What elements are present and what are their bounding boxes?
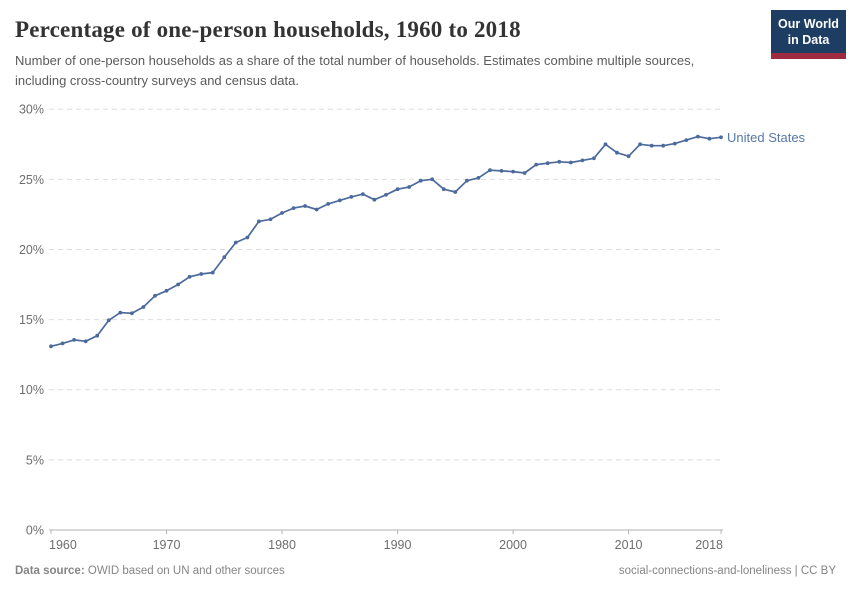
data-point-marker bbox=[130, 311, 134, 316]
entity-label[interactable]: United States bbox=[727, 130, 806, 145]
data-point-marker bbox=[661, 143, 666, 148]
data-point-marker bbox=[199, 272, 204, 276]
data-point-marker bbox=[141, 305, 146, 309]
data-point-marker bbox=[707, 136, 712, 141]
data-point-marker bbox=[83, 339, 88, 344]
x-axis-tick-label: 1990 bbox=[384, 538, 412, 552]
y-axis-tick-label: 5% bbox=[26, 453, 44, 467]
y-axis-tick-label: 15% bbox=[19, 313, 44, 327]
data-point-marker bbox=[395, 187, 400, 192]
y-axis-tick-label: 10% bbox=[19, 383, 44, 397]
data-point-marker bbox=[603, 142, 608, 147]
y-axis-tick-label: 20% bbox=[19, 243, 44, 257]
owid-logo-line1: Our World bbox=[778, 17, 839, 31]
data-point-marker bbox=[488, 168, 492, 173]
y-axis-tick-label: 30% bbox=[19, 103, 44, 117]
data-point-marker bbox=[534, 162, 539, 167]
data-point-marker bbox=[696, 134, 700, 139]
data-point-marker bbox=[49, 344, 53, 349]
data-point-marker bbox=[187, 274, 192, 279]
data-point-marker bbox=[511, 169, 515, 174]
data-point-marker bbox=[72, 338, 76, 342]
data-point-marker bbox=[649, 143, 654, 148]
data-point-marker bbox=[626, 154, 631, 159]
attribution-link[interactable]: social-connections-and-loneliness | CC B… bbox=[618, 565, 836, 577]
data-point-marker bbox=[233, 240, 238, 245]
data-point-marker bbox=[545, 161, 550, 166]
data-point-marker bbox=[407, 185, 411, 189]
data-point-marker bbox=[164, 288, 169, 293]
data-point-marker bbox=[118, 310, 123, 315]
data-point-marker bbox=[719, 135, 723, 140]
data-point-marker bbox=[476, 176, 481, 180]
data-point-marker bbox=[268, 217, 273, 222]
data-point-marker bbox=[60, 341, 65, 346]
data-point-marker bbox=[210, 270, 215, 275]
data-point-marker bbox=[684, 138, 689, 143]
y-axis-tick-label: 0% bbox=[26, 524, 44, 538]
x-axis-tick-label: 1980 bbox=[268, 538, 296, 552]
data-point-marker bbox=[592, 156, 596, 161]
data-point-marker bbox=[672, 141, 677, 146]
data-point-marker bbox=[222, 255, 227, 260]
x-axis-tick-label: 1960 bbox=[49, 538, 77, 552]
chart-footer: Data source: OWID based on UN and other … bbox=[15, 565, 836, 577]
data-source-text: OWID based on UN and other sources bbox=[87, 565, 285, 577]
data-line bbox=[50, 135, 722, 348]
data-point-marker bbox=[522, 171, 527, 175]
data-point-marker bbox=[499, 169, 504, 173]
data-point-marker bbox=[441, 187, 446, 192]
data-point-marker bbox=[453, 190, 458, 194]
chart-header: Percentage of one-person households, 196… bbox=[15, 17, 760, 90]
data-point-marker bbox=[568, 160, 573, 165]
data-source-note: Data source: OWID based on UN and other … bbox=[15, 565, 285, 577]
data-point-marker bbox=[291, 206, 296, 211]
chart-subtitle: Number of one-person households as a sha… bbox=[15, 53, 695, 88]
data-point-marker bbox=[153, 293, 157, 298]
data-point-marker bbox=[314, 207, 319, 212]
x-axis-tick-label: 2000 bbox=[499, 538, 527, 552]
data-point-marker bbox=[465, 178, 469, 183]
data-point-marker bbox=[176, 282, 181, 287]
data-point-marker bbox=[245, 235, 250, 240]
chart-title: Percentage of one-person households, 196… bbox=[15, 17, 521, 42]
data-point-marker bbox=[418, 178, 423, 183]
data-point-marker bbox=[257, 219, 261, 224]
x-axis-tick-label: 1970 bbox=[153, 538, 181, 552]
data-point-marker bbox=[361, 192, 365, 197]
owid-logo[interactable]: Our World in Data bbox=[771, 10, 846, 59]
y-axis-tick-label: 25% bbox=[19, 173, 44, 187]
data-point-marker bbox=[615, 150, 619, 155]
data-point-marker bbox=[280, 211, 284, 215]
data-point-marker bbox=[557, 159, 562, 164]
owid-logo-line2: in Data bbox=[787, 33, 830, 48]
data-source-label: Data source: bbox=[15, 565, 85, 577]
data-point-marker bbox=[303, 204, 307, 208]
data-point-marker bbox=[384, 192, 388, 197]
data-point-marker bbox=[349, 195, 354, 199]
data-point-marker bbox=[326, 202, 331, 206]
x-axis-tick-label: 2010 bbox=[615, 538, 643, 552]
data-point-marker bbox=[372, 197, 377, 202]
data-point-marker bbox=[430, 177, 435, 182]
x-axis-tick-label: 2018 bbox=[695, 538, 723, 552]
data-point-marker bbox=[638, 142, 642, 147]
data-point-marker bbox=[106, 318, 111, 323]
data-point-marker bbox=[337, 198, 342, 203]
data-point-marker bbox=[95, 333, 100, 338]
data-point-marker bbox=[580, 158, 585, 163]
